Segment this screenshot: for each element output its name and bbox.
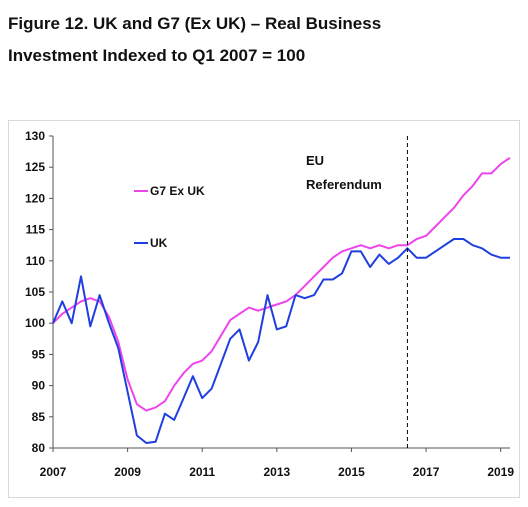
- y-tick-label: 95: [32, 347, 46, 361]
- series-points-uk: [52, 238, 511, 444]
- series-line-uk: [52, 238, 510, 444]
- series-points-g7-ex-uk: [52, 157, 511, 411]
- legend-label-g7-ex-uk: G7 Ex UK: [150, 184, 205, 198]
- y-tick-label: 90: [32, 379, 46, 393]
- x-tick-label: 2009: [114, 465, 141, 479]
- referendum-annotation: EU Referendum: [306, 136, 408, 448]
- y-tick-label: 125: [25, 160, 45, 174]
- y-tick-label: 110: [26, 254, 46, 268]
- figure-title: Figure 12. UK and G7 (Ex UK) – Real Busi…: [8, 8, 520, 72]
- x-tick-label: 2015: [338, 465, 365, 479]
- y-tick-label: 105: [25, 285, 45, 299]
- x-tick-label: 2017: [413, 465, 440, 479]
- figure-title-line-2: Investment Indexed to Q1 2007 = 100: [8, 46, 306, 65]
- legend-label-uk: UK: [150, 236, 168, 250]
- x-tick-label: 2013: [263, 465, 290, 479]
- y-tick-label: 100: [25, 316, 45, 330]
- y-tick-label: 120: [25, 191, 45, 205]
- x-axis-tick-labels: 2007 2009 2011 2013 2015 2017 2019: [40, 465, 515, 479]
- y-tick-label: 85: [32, 410, 46, 424]
- annotation-label-line-1: EU: [306, 153, 324, 168]
- chart-axes: [49, 135, 510, 452]
- figure-title-line-1: Figure 12. UK and G7 (Ex UK) – Real Busi…: [8, 14, 382, 33]
- x-tick-label: 2011: [189, 465, 215, 479]
- y-tick-label: 80: [32, 441, 46, 455]
- series-line-g7-ex-uk: [52, 156, 511, 412]
- y-axis-tick-labels: 80 85 90 95 100 105 110 115 120 125 130: [25, 129, 45, 455]
- series-lines: [52, 156, 511, 444]
- legend: G7 Ex UK UK: [134, 184, 205, 250]
- y-tick-label: 130: [25, 129, 45, 143]
- x-tick-label: 2007: [40, 465, 67, 479]
- chart-frame: [8, 120, 520, 498]
- x-tick-label: 2019: [487, 465, 514, 479]
- annotation-label-line-2: Referendum: [306, 177, 382, 192]
- y-tick-label: 115: [26, 223, 46, 237]
